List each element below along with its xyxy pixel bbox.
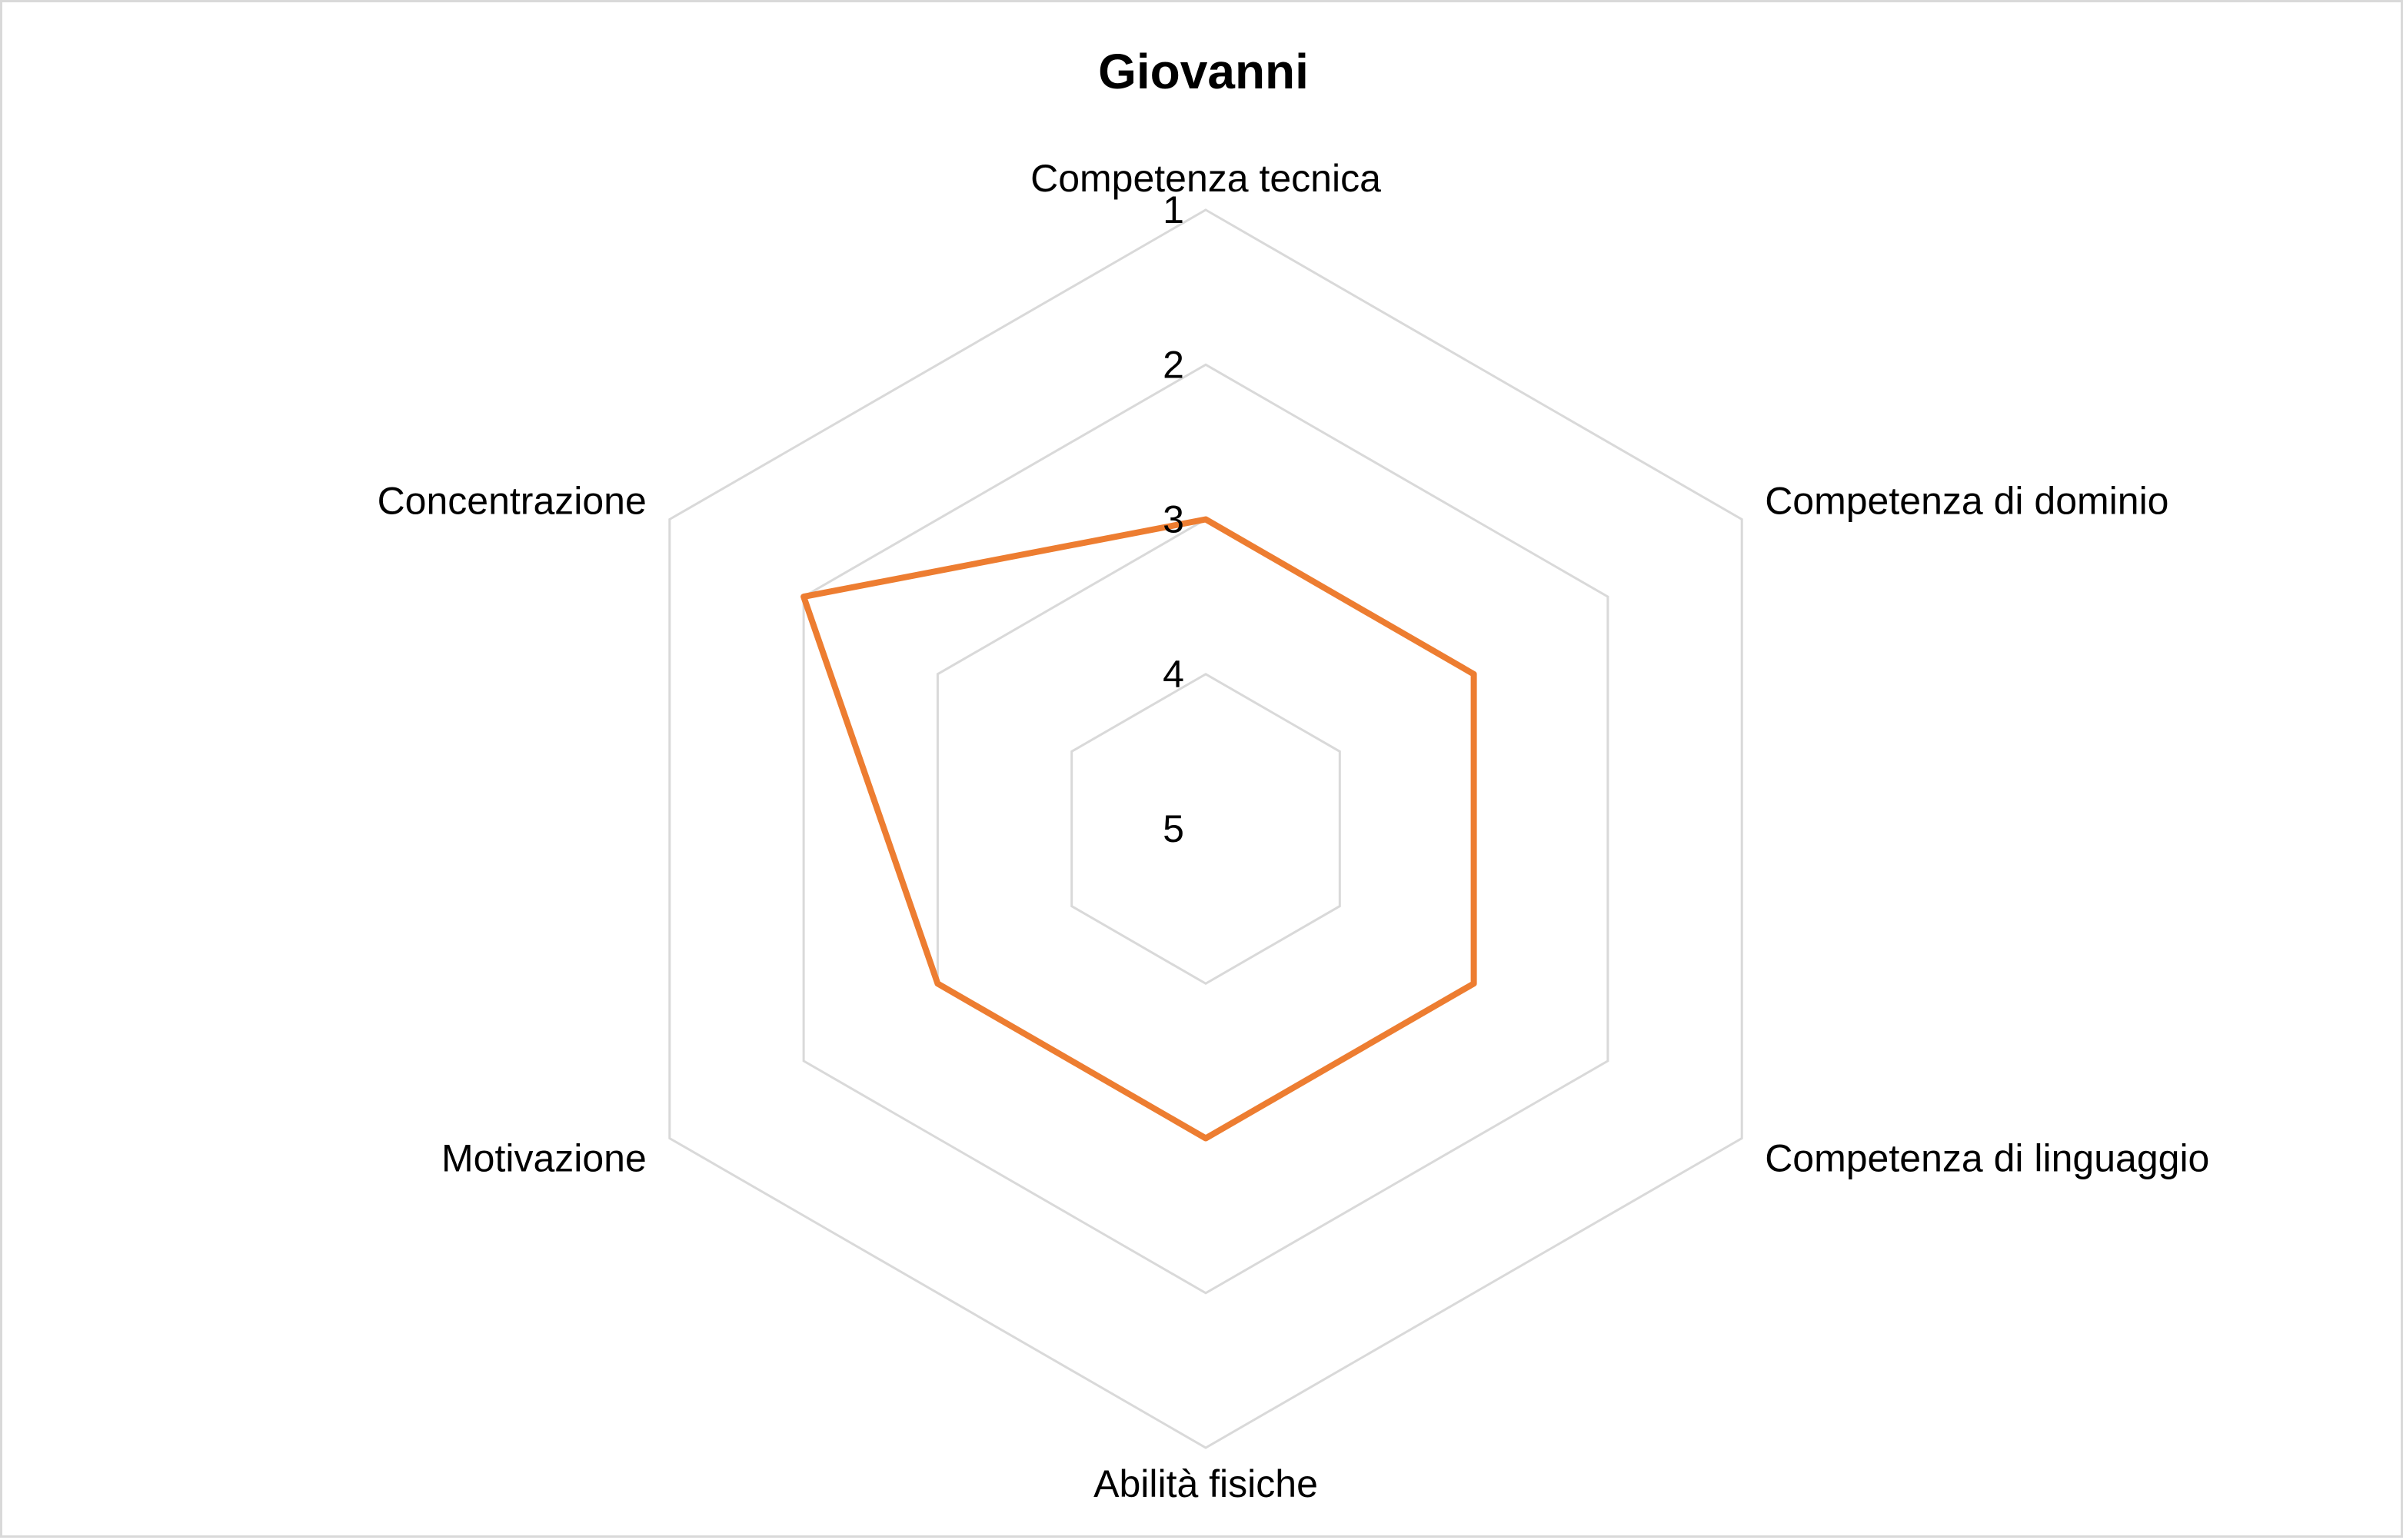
chart-title: Giovanni: [1098, 44, 1309, 99]
series-layer: [800, 516, 1477, 1142]
tick-label-2: 2: [1163, 343, 1184, 386]
grid-ring-3: [936, 517, 1476, 1140]
category-label-3: Abilità fisiche: [1093, 1462, 1318, 1505]
tick-label-5: 5: [1163, 807, 1184, 850]
category-label-4: Motivazione: [441, 1137, 647, 1180]
series-line-0: [800, 516, 1477, 1142]
tick-label-1: 1: [1163, 188, 1184, 231]
grid-ring-1: [668, 208, 1743, 1449]
axis-tick-labels: 1 2 3 4 5: [1163, 188, 1184, 850]
tick-label-3: 3: [1163, 498, 1184, 541]
category-label-1: Competenza di dominio: [1765, 480, 2168, 523]
radar-grid: [668, 208, 1743, 1449]
category-label-5: Concentrazione: [378, 480, 647, 523]
category-labels: Competenza tecnica Competenza di dominio C…: [378, 157, 2210, 1505]
grid-ring-4: [1070, 673, 1341, 986]
grid-ring-2: [802, 363, 1609, 1295]
category-label-2: Competenza di linguaggio: [1765, 1137, 2209, 1180]
tick-label-4: 4: [1163, 653, 1184, 696]
category-label-0: Competenza tecnica: [1030, 157, 1381, 200]
